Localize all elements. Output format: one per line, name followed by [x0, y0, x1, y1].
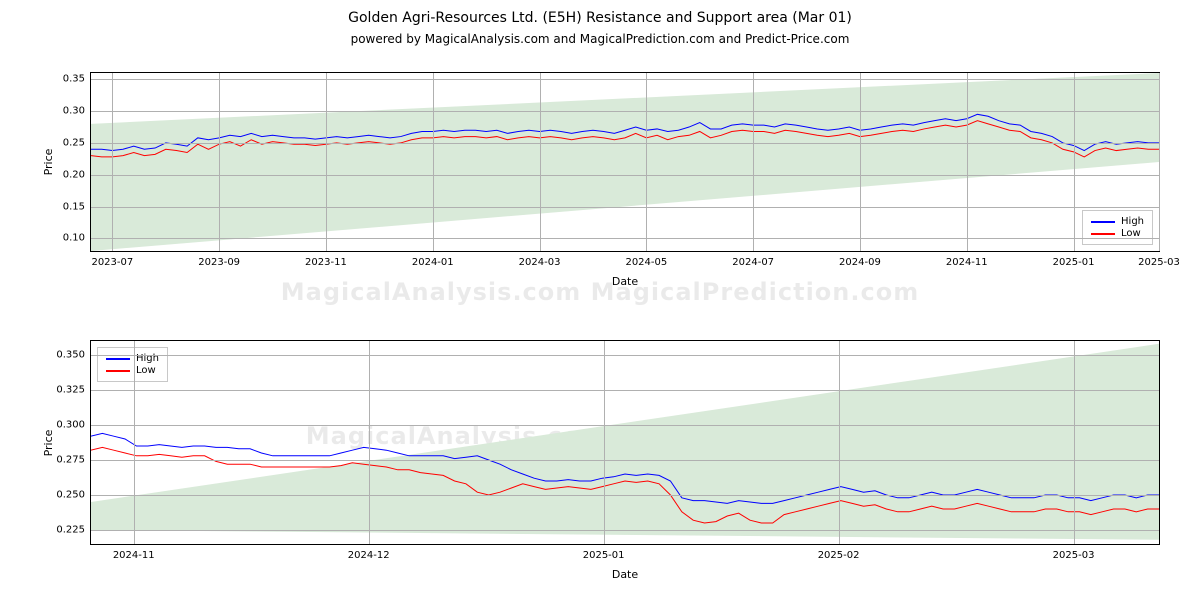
gridline-h	[91, 79, 1159, 80]
gridline-h	[91, 143, 1159, 144]
series-low	[91, 447, 1159, 523]
gridline-h	[91, 111, 1159, 112]
gridline-v	[967, 73, 968, 251]
chart-panel-bottom: MagicalAnalysis.com MagicalPrediction.co…	[90, 340, 1160, 545]
y-tick-label: 0.275	[56, 455, 91, 466]
x-tick-label: 2025-01	[1053, 251, 1095, 268]
x-tick-label: 2025-01	[583, 544, 625, 561]
axes: MagicalAnalysis.com MagicalPrediction.co…	[90, 72, 1160, 252]
chart-title: Golden Agri-Resources Ltd. (E5H) Resista…	[0, 10, 1200, 26]
gridline-v	[1074, 341, 1075, 544]
support-resistance-wedge	[91, 73, 1159, 251]
x-axis-label: Date	[90, 275, 1160, 288]
chart-svg	[91, 73, 1159, 251]
x-tick-label: 2024-07	[732, 251, 774, 268]
legend: HighLow	[1082, 210, 1153, 245]
x-tick-label: 2024-11	[113, 544, 155, 561]
y-tick-label: 0.225	[56, 525, 91, 536]
series-high	[91, 114, 1159, 150]
gridline-h	[91, 175, 1159, 176]
gridline-v	[860, 73, 861, 251]
x-tick-label: 2025-02	[818, 544, 860, 561]
gridline-v	[326, 73, 327, 251]
x-tick-label: 2024-09	[839, 251, 881, 268]
support-resistance-wedge	[91, 344, 1159, 540]
y-tick-label: 0.300	[56, 420, 91, 431]
gridline-h	[91, 495, 1159, 496]
gridline-h	[91, 460, 1159, 461]
gridline-v	[753, 73, 754, 251]
x-tick-label: 2024-01	[412, 251, 454, 268]
gridline-v	[134, 341, 135, 544]
series-low	[91, 121, 1159, 157]
gridline-h	[91, 530, 1159, 531]
chart-subtitle: powered by MagicalAnalysis.com and Magic…	[0, 32, 1200, 46]
legend-swatch	[106, 370, 130, 372]
gridline-v	[1074, 73, 1075, 251]
legend-swatch	[1091, 233, 1115, 235]
y-tick-label: 0.15	[63, 201, 91, 212]
gridline-v	[433, 73, 434, 251]
gridline-h	[91, 238, 1159, 239]
y-axis-label: Price	[42, 149, 55, 176]
x-tick-label: 2025-03	[1138, 251, 1180, 268]
legend-item: High	[1091, 216, 1144, 227]
gridline-v	[839, 341, 840, 544]
y-tick-label: 0.250	[56, 490, 91, 501]
x-tick-label: 2024-11	[946, 251, 988, 268]
gridline-v	[219, 73, 220, 251]
legend: HighLow	[97, 347, 168, 382]
legend-item: Low	[106, 365, 159, 376]
y-tick-label: 0.30	[63, 106, 91, 117]
y-tick-label: 0.25	[63, 137, 91, 148]
gridline-h	[91, 355, 1159, 356]
chart-svg	[91, 341, 1159, 544]
x-tick-label: 2023-09	[198, 251, 240, 268]
series-high	[91, 433, 1159, 503]
figure: Golden Agri-Resources Ltd. (E5H) Resista…	[0, 0, 1200, 600]
y-axis-label: Price	[42, 429, 55, 456]
x-tick-label: 2024-05	[625, 251, 667, 268]
gridline-h	[91, 390, 1159, 391]
legend-swatch	[1091, 221, 1115, 223]
legend-swatch	[106, 358, 130, 360]
y-tick-label: 0.350	[56, 350, 91, 361]
chart-panel-top: MagicalAnalysis.com MagicalPrediction.co…	[90, 72, 1160, 252]
x-tick-label: 2025-03	[1053, 544, 1095, 561]
y-tick-label: 0.35	[63, 74, 91, 85]
gridline-v	[369, 341, 370, 544]
gridline-h	[91, 207, 1159, 208]
gridline-v	[540, 73, 541, 251]
gridline-v	[604, 341, 605, 544]
watermark: MagicalAnalysis.com MagicalPrediction.co…	[91, 153, 1159, 181]
legend-label: Low	[136, 365, 156, 376]
y-tick-label: 0.20	[63, 169, 91, 180]
gridline-v	[646, 73, 647, 251]
x-tick-label: 2024-03	[519, 251, 561, 268]
x-tick-label: 2023-07	[91, 251, 133, 268]
x-tick-label: 2023-11	[305, 251, 347, 268]
y-tick-label: 0.325	[56, 385, 91, 396]
y-tick-label: 0.10	[63, 233, 91, 244]
legend-label: High	[1121, 216, 1144, 227]
gridline-h	[91, 425, 1159, 426]
watermark: MagicalAnalysis.com MagicalPrediction.co…	[91, 422, 1159, 450]
axes: MagicalAnalysis.com MagicalPrediction.co…	[90, 340, 1160, 545]
gridline-v	[112, 73, 113, 251]
gridline-v	[1159, 73, 1160, 251]
x-tick-label: 2024-12	[348, 544, 390, 561]
x-axis-label: Date	[90, 568, 1160, 581]
